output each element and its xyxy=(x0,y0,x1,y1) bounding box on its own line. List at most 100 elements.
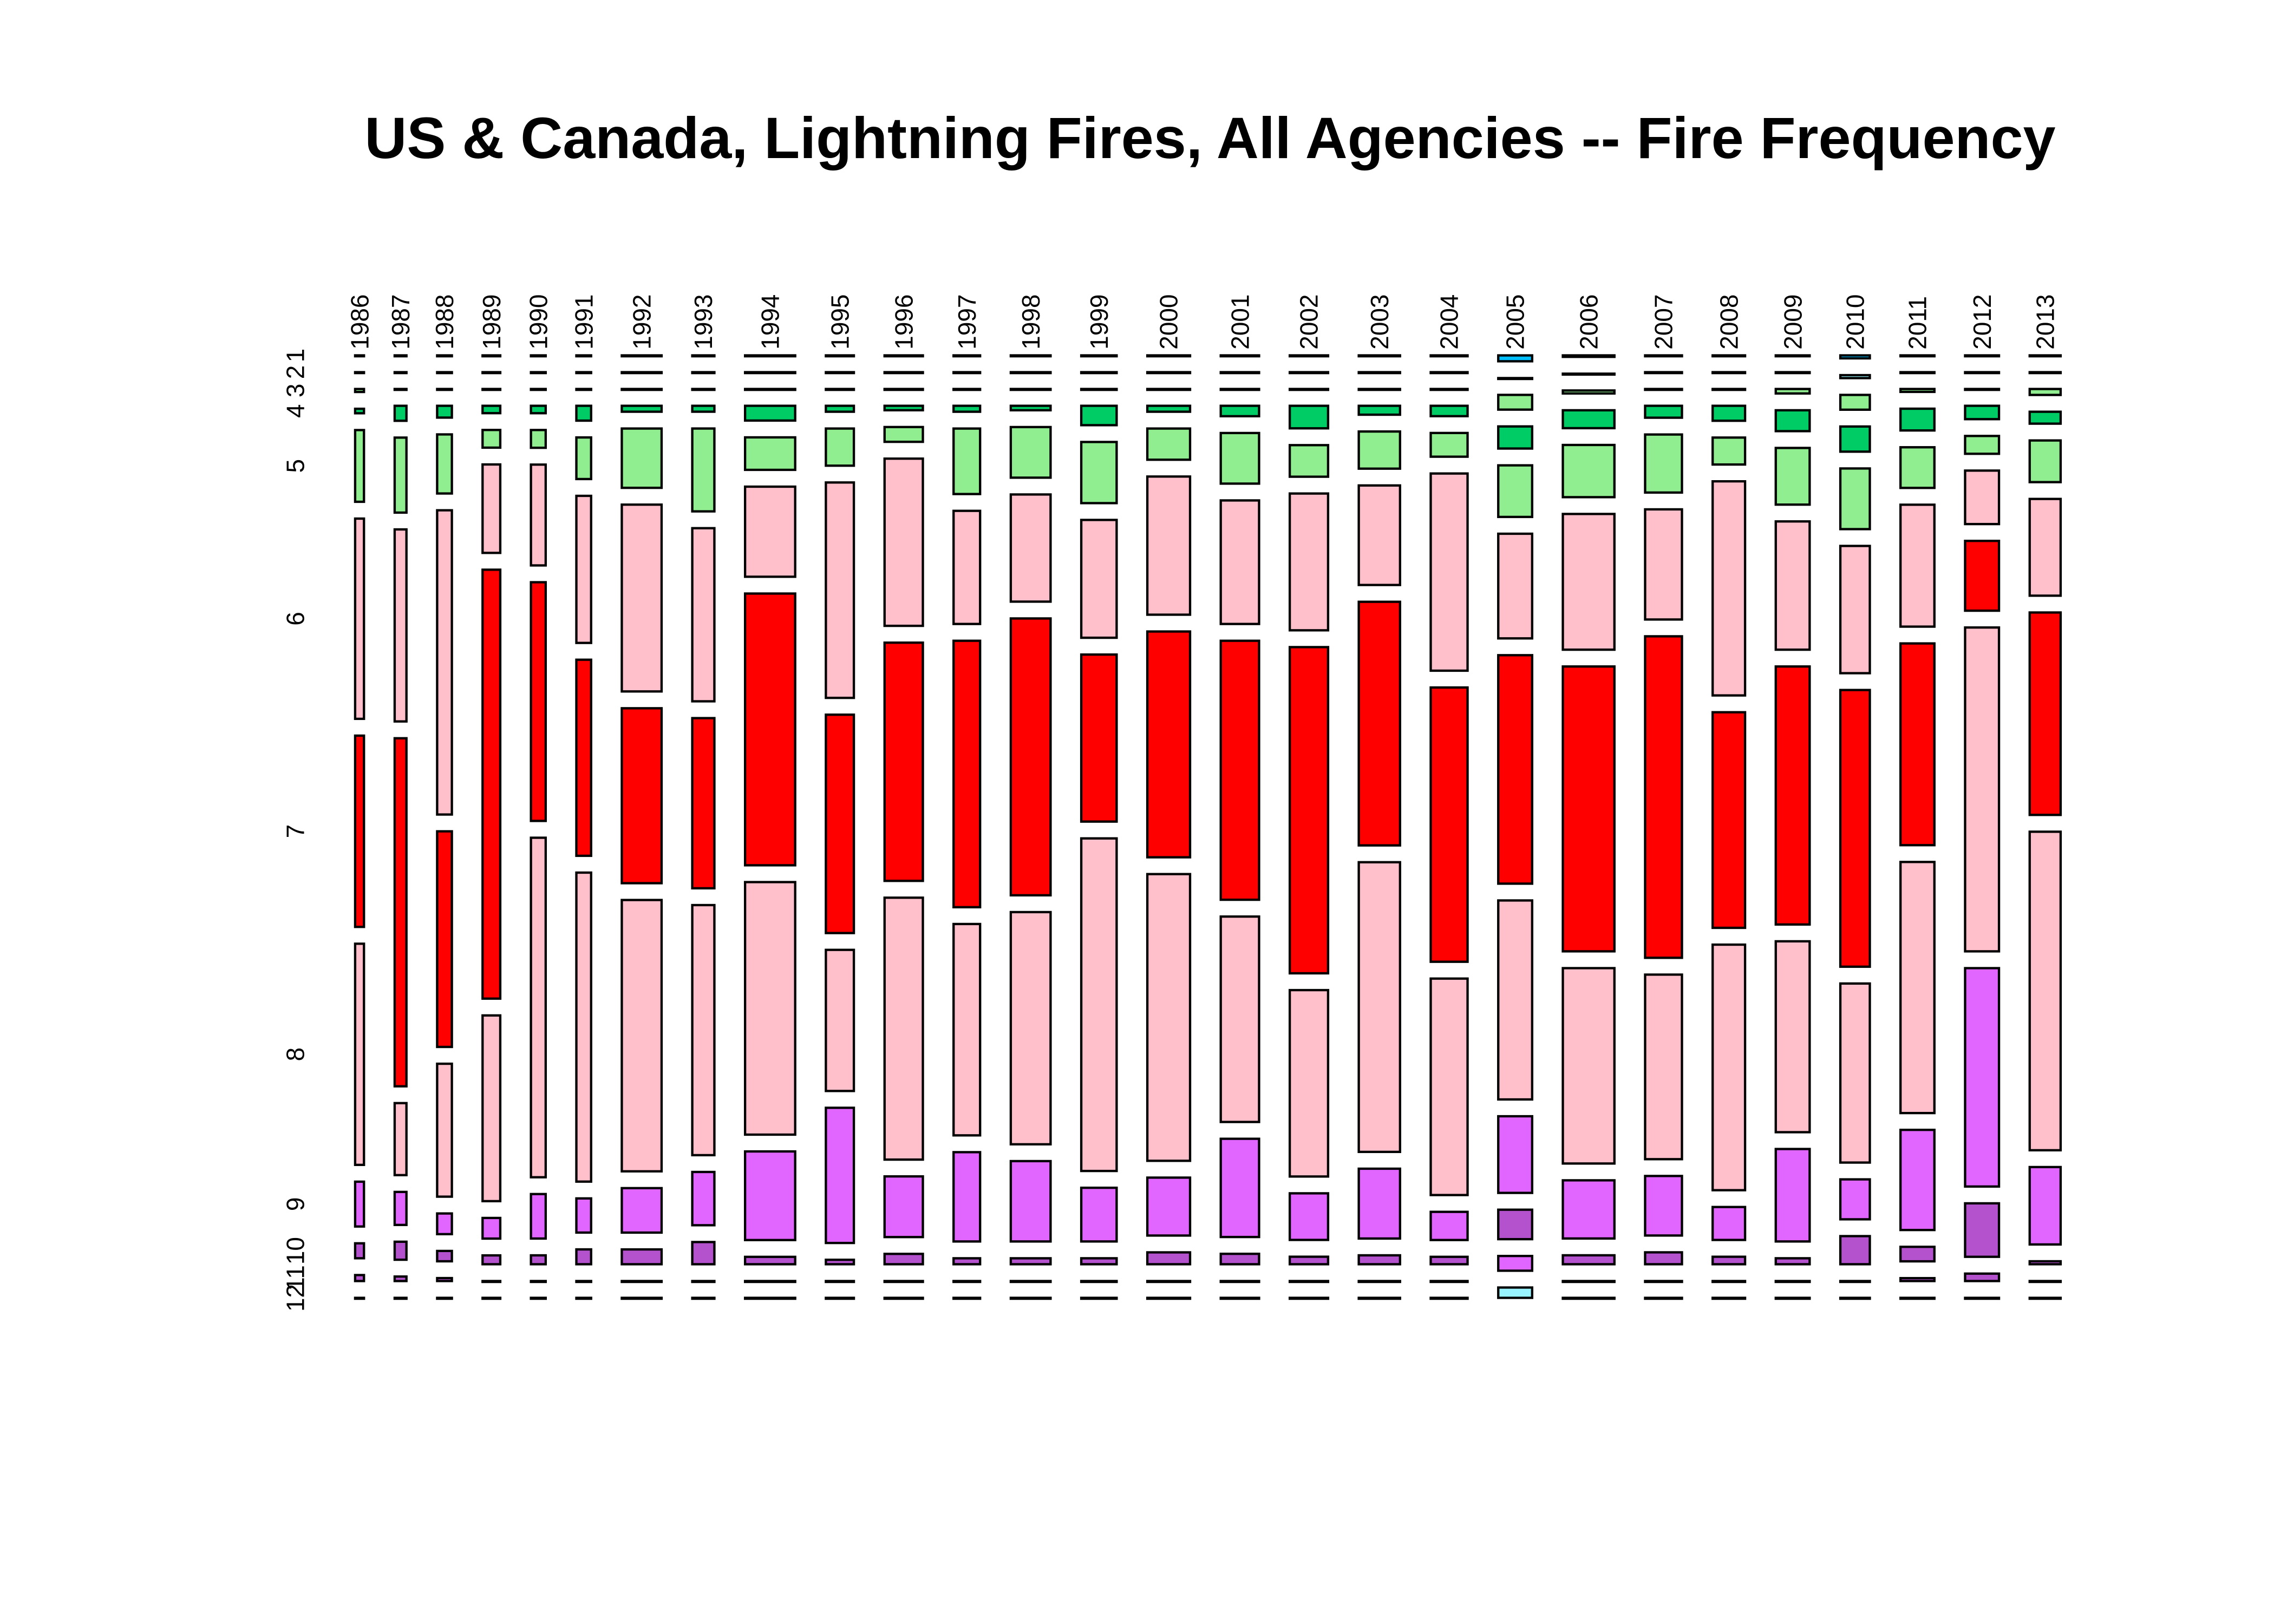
mosaic-cell-1995-month-10 xyxy=(825,1259,855,1266)
mosaic-cell-2011-month-2 xyxy=(1899,371,1936,375)
mosaic-cell-1986-month-5 xyxy=(354,429,365,503)
mosaic-cell-2004-month-8 xyxy=(1429,977,1469,1196)
mosaic-cell-1988-month-10 xyxy=(436,1249,453,1263)
mosaic-cell-2012-month-9 xyxy=(1964,967,2001,1188)
mosaic-cell-1996-month-1 xyxy=(883,354,924,358)
mosaic-cell-2002-month-6 xyxy=(1288,492,1330,632)
mosaic-cell-2012-month-11 xyxy=(1964,1272,2001,1282)
mosaic-cell-2006-month-3 xyxy=(1561,389,1616,395)
mosaic-cell-1996-month-5 xyxy=(883,425,924,443)
mosaic-cell-1999-month-4 xyxy=(1080,404,1118,427)
mosaic-cell-2013-month-10 xyxy=(2028,1260,2062,1266)
y-tick-label-month-4: 4 xyxy=(281,404,309,418)
mosaic-cell-1994-month-2 xyxy=(743,371,796,375)
mosaic-cell-1987-month-9 xyxy=(393,1190,408,1226)
mosaic-cell-1996-month-6 xyxy=(883,457,924,627)
mosaic-cell-1994-month-9 xyxy=(743,1150,796,1241)
mosaic-cell-1995-month-2 xyxy=(825,371,855,375)
mosaic-cell-1992-month-11 xyxy=(620,1280,663,1284)
mosaic-cell-2013-month-11 xyxy=(2028,1280,2062,1284)
mosaic-cell-1997-month-8 xyxy=(952,922,982,1137)
mosaic-cell-2008-month-9 xyxy=(1711,1206,1747,1241)
mosaic-cell-1999-month-5 xyxy=(1080,441,1118,505)
mosaic-cell-1998-month-1 xyxy=(1009,354,1052,358)
mosaic-cell-1987-month-12 xyxy=(393,1296,408,1300)
mosaic-cell-2012-month-12 xyxy=(1964,1296,2001,1300)
mosaic-cell-1991-month-3 xyxy=(575,388,592,391)
mosaic-cell-2003-month-9 xyxy=(1357,1167,1401,1240)
x-tick-label-1998: 1998 xyxy=(1017,294,1045,350)
mosaic-cell-2009-month-2 xyxy=(1774,371,1811,375)
y-tick-label-month-7: 7 xyxy=(281,824,309,839)
mosaic-cell-2012-month-4 xyxy=(1964,404,2001,421)
mosaic-cell-1992-month-4 xyxy=(620,404,663,413)
mosaic-cell-2010-month-10 xyxy=(1839,1235,1871,1266)
x-tick-label-1988: 1988 xyxy=(430,294,459,350)
mosaic-cell-2000-month-3 xyxy=(1146,388,1192,391)
mosaic-cell-1998-month-9 xyxy=(1009,1160,1052,1243)
mosaic-cell-1990-month-2 xyxy=(530,371,547,375)
mosaic-cell-1993-month-3 xyxy=(691,388,716,391)
mosaic-cell-1986-month-11 xyxy=(354,1274,365,1282)
mosaic-cell-2007-month-10 xyxy=(1644,1251,1683,1266)
mosaic-cell-2005-month-9 xyxy=(1497,1115,1533,1194)
mosaic-cell-1999-month-11 xyxy=(1080,1280,1118,1284)
y-tick-label-month-9: 9 xyxy=(281,1197,309,1212)
mosaic-cell-2010-month-2 xyxy=(1839,374,1871,379)
mosaic-cell-1991-month-8 xyxy=(575,871,592,1183)
mosaic-cell-2009-month-5 xyxy=(1774,447,1811,506)
y-tick-label-month-3: 3 xyxy=(281,384,309,398)
mosaic-cell-1988-month-1 xyxy=(436,354,453,358)
mosaic-cell-1986-month-7 xyxy=(354,734,365,928)
mosaic-cell-2008-month-8 xyxy=(1711,943,1747,1191)
mosaic-cell-1993-month-1 xyxy=(691,354,716,358)
mosaic-cell-1992-month-6 xyxy=(620,503,663,693)
mosaic-cell-1991-month-10 xyxy=(575,1248,592,1266)
mosaic-cell-2008-month-4 xyxy=(1711,404,1747,422)
mosaic-cell-2011-month-3 xyxy=(1899,388,1936,394)
mosaic-cell-2010-month-11 xyxy=(1839,1280,1871,1284)
mosaic-cell-2008-month-12 xyxy=(1711,1296,1747,1300)
mosaic-cell-2013-month-4 xyxy=(2028,410,2062,425)
mosaic-cell-2004-month-6 xyxy=(1429,472,1469,672)
mosaic-cell-1999-month-6 xyxy=(1080,519,1118,639)
mosaic-cell-1987-month-4 xyxy=(393,404,408,422)
mosaic-cell-1986-month-2 xyxy=(354,371,365,375)
mosaic-cell-1990-month-7 xyxy=(530,581,547,822)
mosaic-cell-1999-month-2 xyxy=(1080,371,1118,375)
mosaic-cell-1986-month-8 xyxy=(354,942,365,1167)
mosaic-cell-2003-month-2 xyxy=(1357,371,1401,375)
mosaic-cell-1994-month-7 xyxy=(743,592,796,867)
mosaic-cell-1997-month-9 xyxy=(952,1151,982,1243)
mosaic-cell-2002-month-9 xyxy=(1288,1192,1330,1241)
mosaic-cell-1996-month-9 xyxy=(883,1175,924,1239)
mosaic-cell-1999-month-1 xyxy=(1080,354,1118,358)
mosaic-cell-1987-month-6 xyxy=(393,528,408,723)
mosaic-cell-1992-month-8 xyxy=(620,899,663,1173)
mosaic-cell-2005-month-5 xyxy=(1497,464,1533,519)
mosaic-cell-1998-month-4 xyxy=(1009,404,1052,412)
mosaic-cell-2004-month-9 xyxy=(1429,1210,1469,1241)
mosaic-cell-2001-month-9 xyxy=(1219,1137,1260,1239)
mosaic-cell-2002-month-7 xyxy=(1288,646,1330,975)
mosaic-cell-1989-month-10 xyxy=(481,1254,502,1266)
mosaic-cell-2006-month-4 xyxy=(1561,409,1616,430)
mosaic-cell-2007-month-5 xyxy=(1644,433,1683,494)
mosaic-cell-2001-month-3 xyxy=(1219,388,1260,391)
mosaic-cell-1997-month-10 xyxy=(952,1257,982,1266)
x-tick-label-2011: 2011 xyxy=(1904,296,1932,350)
mosaic-cell-1989-month-2 xyxy=(481,371,502,375)
mosaic-cell-2008-month-11 xyxy=(1711,1280,1747,1284)
mosaic-cell-2006-month-1 xyxy=(1561,354,1616,358)
mosaic-cell-1991-month-11 xyxy=(575,1280,592,1284)
mosaic-cell-1987-month-1 xyxy=(393,354,408,358)
mosaic-cell-2006-month-11 xyxy=(1561,1280,1616,1284)
mosaic-cell-1994-month-3 xyxy=(743,388,796,391)
mosaic-cell-2000-month-7 xyxy=(1146,630,1192,859)
mosaic-cell-1993-month-7 xyxy=(691,717,716,890)
y-tick-label-month-6: 6 xyxy=(281,612,309,626)
mosaic-cell-1994-month-11 xyxy=(743,1280,796,1284)
mosaic-cell-2013-month-12 xyxy=(2028,1296,2062,1300)
mosaic-cell-1989-month-4 xyxy=(481,404,502,415)
mosaic-cell-2003-month-7 xyxy=(1357,600,1401,847)
